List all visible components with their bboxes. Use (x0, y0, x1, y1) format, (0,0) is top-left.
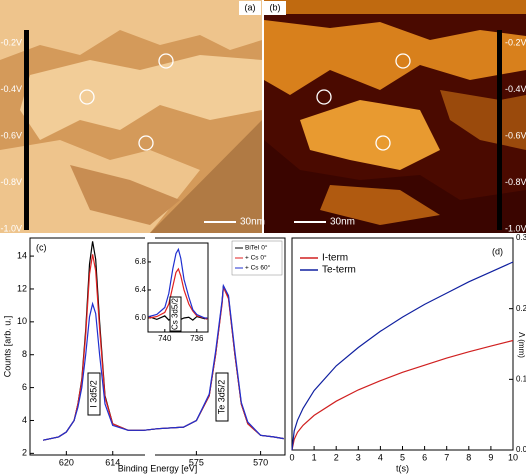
x-tick-label: 3 (356, 452, 361, 462)
y-tick-label: 0.1 (516, 374, 526, 383)
series-line (148, 267, 208, 320)
x-axis-label: t(s) (396, 463, 409, 473)
bias-label: -0.6V (0, 130, 22, 140)
x-axis-label: Binding Energy [eV] (118, 463, 198, 473)
annotation-box (215, 372, 229, 422)
axis-break (145, 234, 155, 242)
series-line (291, 339, 514, 451)
y-tick-label: 10 (17, 316, 27, 326)
bias-label: -0.6V (505, 130, 526, 140)
x-tick-label: 736 (190, 334, 204, 343)
legend-label: I-term (322, 253, 348, 264)
bias-label: -0.4V (505, 84, 526, 94)
y-tick-label: 0.3 (516, 233, 526, 242)
x-tick-label: 570 (253, 457, 268, 467)
legend-label: Te-term (322, 265, 356, 276)
bias-label: -0.8V (0, 177, 22, 187)
legend-label: + Cs 60° (245, 264, 271, 272)
x-tick-label: 7 (444, 452, 449, 462)
x-tick-label: 614 (105, 457, 120, 467)
stm-image-b (264, 0, 526, 233)
y-tick-label: 6.4 (135, 285, 147, 294)
x-tick-label: 575 (189, 457, 204, 467)
y-tick-label: 14 (17, 250, 27, 260)
x-tick-label: 1 (312, 452, 317, 462)
y-tick-label: 4 (22, 415, 27, 425)
annotation: Te 3d5/2 (216, 380, 226, 415)
x-tick-label: 4 (378, 452, 383, 462)
panel-label: (a) (245, 2, 256, 12)
panel-label: (b) (270, 2, 281, 12)
axis-break (145, 451, 155, 459)
y-tick-label: 8 (22, 349, 27, 359)
panel-label-box (264, 1, 286, 15)
y-tick-label: 12 (17, 283, 27, 293)
y-tick-label: 6.0 (135, 313, 147, 322)
panel-label-box (239, 1, 261, 15)
x-tick-label: 0 (289, 452, 294, 462)
x-tick-label: 8 (466, 452, 471, 462)
x-tick-label: 9 (488, 452, 493, 462)
series-line (42, 283, 284, 441)
x-tick-label: 10 (508, 452, 518, 462)
y-tick-label: 0.2 (516, 304, 526, 313)
x-tick-label: 2 (334, 452, 339, 462)
x-tick-label: 620 (59, 457, 74, 467)
panel-label: (c) (36, 242, 47, 252)
scale-bar-label: 30nm (330, 217, 355, 228)
y-tick-label: 2 (22, 448, 27, 458)
legend-label: + Cs 0° (245, 254, 267, 262)
bias-label: -0.2V (505, 37, 526, 47)
annotation: Cs 3d5/2 (171, 297, 180, 330)
x-tick-label: 6 (422, 452, 427, 462)
y-tick-label: 6.8 (135, 257, 147, 266)
stm-image-a (0, 0, 262, 233)
y-tick-label: 6 (22, 382, 27, 392)
y-axis-label: Counts [arb. u.] (2, 316, 12, 378)
scale-bar-label: 30nm (240, 217, 265, 228)
series-line (291, 261, 514, 451)
y-tick-label: 0.0 (516, 445, 526, 454)
series-line (148, 247, 208, 319)
bias-scale (24, 30, 502, 230)
legend-label: BiTeI 0° (245, 244, 268, 252)
x-tick-label: 740 (158, 334, 172, 343)
x-tick-label: 5 (400, 452, 405, 462)
bias-label: -0.8V (505, 177, 526, 187)
annotation-box (169, 296, 182, 332)
panel-label: (d) (492, 246, 503, 256)
annotation-box (87, 372, 101, 416)
plot-frame (29, 237, 286, 456)
y-axis-label: Λ (mm) (517, 332, 526, 358)
annotation: I 3d5/2 (88, 380, 98, 408)
bias-label: -0.2V (0, 37, 22, 47)
bias-label: -1.0V (0, 223, 22, 233)
bias-label: -1.0V (505, 223, 526, 233)
legend-box (231, 240, 283, 276)
bias-label: -0.4V (0, 84, 22, 94)
